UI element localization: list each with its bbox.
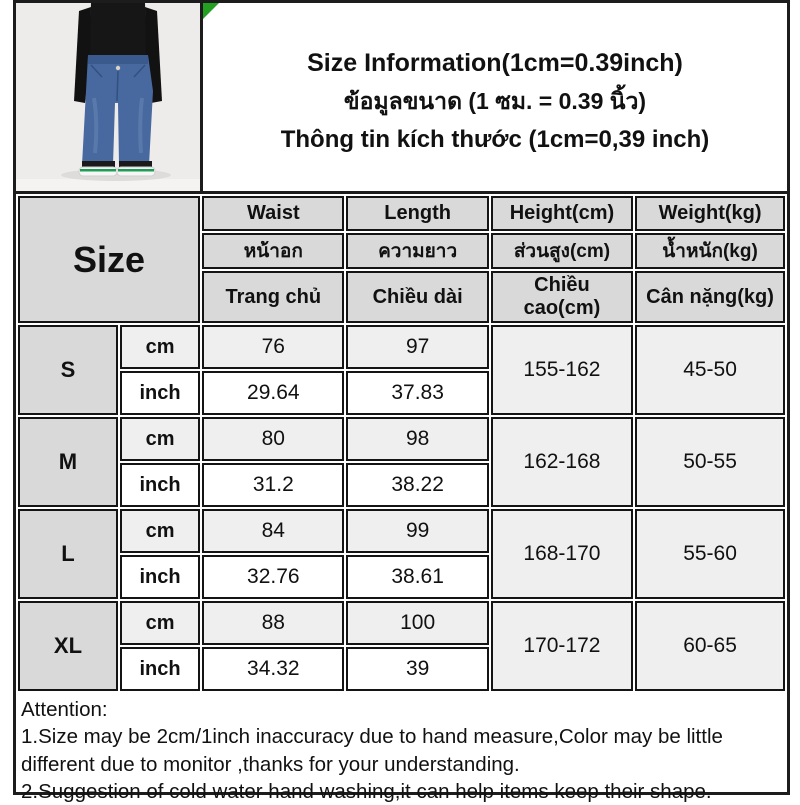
waist-cm-s: 76 xyxy=(202,325,345,369)
header-row-th: หน้าอก ความยาว ส่วนสูง(cm) น้ำหนัก(kg) xyxy=(18,233,785,269)
weight-l: 55-60 xyxy=(635,509,785,599)
size-info-header: Size Information(1cm=0.39inch) ข้อมูลขนา… xyxy=(203,3,787,191)
length-cm-s: 97 xyxy=(346,325,489,369)
size-table: Size Waist Length Height(cm) Weight(kg) … xyxy=(16,194,787,693)
title-vietnamese: Thông tin kích thước (1cm=0,39 inch) xyxy=(280,125,710,153)
size-corner-label: Size xyxy=(18,196,201,323)
header-weight-en: Weight(kg) xyxy=(635,196,785,231)
table-row: inch 34.32 39 xyxy=(18,647,785,691)
height-xl: 170-172 xyxy=(490,601,634,691)
product-photo xyxy=(16,3,203,191)
length-inch-m: 38.22 xyxy=(346,463,489,507)
waist-inch-l: 32.76 xyxy=(202,555,345,599)
header-row-vi: Trang chủ Chiều dài Chiều cao(cm) Cân nặ… xyxy=(18,271,785,323)
length-inch-xl: 39 xyxy=(346,647,489,691)
waist-inch-m: 31.2 xyxy=(202,463,345,507)
attention-line-2: 2.Suggestion of cold water hand washing,… xyxy=(21,779,712,803)
unit-cell: inch xyxy=(119,647,201,691)
weight-xl: 60-65 xyxy=(635,601,785,691)
length-cm-xl: 100 xyxy=(346,601,489,645)
size-chart-card: Size Information(1cm=0.39inch) ข้อมูลขนา… xyxy=(13,0,790,803)
header-height-vi: Chiều cao(cm) xyxy=(490,271,634,323)
table-row: XL cm 88 100 170-172 60-65 xyxy=(18,601,785,691)
table-row: S cm 76 97 155-162 45-50 xyxy=(18,325,785,415)
waist-inch-s: 29.64 xyxy=(202,371,345,415)
unit-cell: cm xyxy=(119,325,201,369)
top-row: Size Information(1cm=0.39inch) ข้อมูลขนา… xyxy=(16,3,787,194)
table-row: M cm 80 98 162-168 50-55 xyxy=(18,417,785,507)
header-length-en: Length xyxy=(346,196,489,231)
table-row: inch 31.2 38.22 xyxy=(18,463,785,507)
unit-cell: cm xyxy=(119,417,201,461)
waist-cm-l: 84 xyxy=(202,509,345,553)
unit-cell: cm xyxy=(119,509,201,553)
header-waist-vi: Trang chủ xyxy=(202,271,345,323)
table-row: inch 32.76 38.61 xyxy=(18,555,785,599)
header-length-vi: Chiều dài xyxy=(346,271,489,323)
jeans-model-illustration xyxy=(16,3,200,191)
header-height-en: Height(cm) xyxy=(490,196,634,231)
table-row: inch 29.64 37.83 xyxy=(18,371,785,415)
header-weight-th: น้ำหนัก(kg) xyxy=(635,233,785,269)
weight-s: 45-50 xyxy=(635,325,785,415)
attention-note: Attention: 1.Size may be 2cm/1inch inacc… xyxy=(16,693,787,805)
header-length-th: ความยาว xyxy=(346,233,489,269)
header-weight-vi: Cân nặng(kg) xyxy=(635,271,785,323)
unit-cell: cm xyxy=(119,601,201,645)
height-l: 168-170 xyxy=(490,509,634,599)
title-english: Size Information(1cm=0.39inch) xyxy=(307,48,683,77)
header-waist-th: หน้าอก xyxy=(202,233,345,269)
header-row-en: Size Waist Length Height(cm) Weight(kg) xyxy=(18,196,785,323)
waist-cm-xl: 88 xyxy=(202,601,345,645)
height-m: 162-168 xyxy=(490,417,634,507)
length-cm-m: 98 xyxy=(346,417,489,461)
size-label-m: M xyxy=(18,417,118,507)
attention-line-1: 1.Size may be 2cm/1inch inaccuracy due t… xyxy=(21,725,723,776)
weight-m: 50-55 xyxy=(635,417,785,507)
header-height-th: ส่วนสูง(cm) xyxy=(490,233,634,269)
attention-title: Attention: xyxy=(21,698,108,721)
corner-fold-icon xyxy=(203,3,219,19)
size-label-xl: XL xyxy=(18,601,118,691)
header-waist-en: Waist xyxy=(202,196,345,231)
length-cm-l: 99 xyxy=(346,509,489,553)
unit-cell: inch xyxy=(119,463,201,507)
length-inch-s: 37.83 xyxy=(346,371,489,415)
unit-cell: inch xyxy=(119,371,201,415)
table-row: L cm 84 99 168-170 55-60 xyxy=(18,509,785,599)
height-s: 155-162 xyxy=(490,325,634,415)
title-thai: ข้อมูลขนาด (1 ซม. = 0.39 นิ้ว) xyxy=(343,87,647,114)
size-label-s: S xyxy=(18,325,118,415)
waist-cm-m: 80 xyxy=(202,417,345,461)
waist-inch-xl: 34.32 xyxy=(202,647,345,691)
size-label-l: L xyxy=(18,509,118,599)
length-inch-l: 38.61 xyxy=(346,555,489,599)
unit-cell: inch xyxy=(119,555,201,599)
